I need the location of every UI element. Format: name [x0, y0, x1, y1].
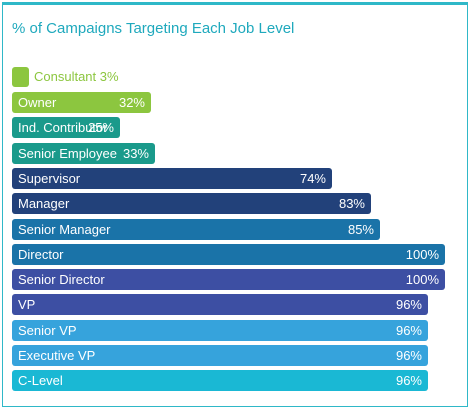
bar-label: Senior VP [18, 323, 77, 338]
bar-value-label: 85% [347, 222, 374, 237]
bar-value-label: 96% [395, 297, 422, 312]
bar-senior-vp: Senior VP 96% [12, 320, 428, 341]
bar-label: Supervisor [18, 171, 81, 186]
bar-label: C-Level [18, 373, 63, 388]
bar-label: Director [18, 247, 64, 262]
bar-value-label: 96% [395, 323, 422, 338]
bar-label: Executive VP [18, 348, 96, 363]
bar-senior-employee: Senior Employee 33% [12, 143, 155, 164]
bar-value-label: 100% [405, 247, 439, 262]
bar-value-label: 100% [405, 272, 439, 287]
chart-title: % of Campaigns Targeting Each Job Level [12, 20, 295, 37]
bar-ind-contributor: Ind. Contributor 25% [12, 117, 120, 138]
bar-label: Senior Director [18, 272, 105, 287]
bar-label: VP [18, 297, 36, 312]
bar-value-label: 96% [395, 373, 422, 388]
bar-value-label: 96% [395, 348, 422, 363]
bar-value-label: 83% [338, 196, 365, 211]
bar-label: Owner [18, 95, 57, 110]
legend-category: Consultant [34, 69, 97, 84]
bar-senior-manager: Senior Manager 85% [12, 219, 380, 240]
bar-executive-vp: Executive VP 96% [12, 345, 428, 366]
legend-label-consultant: Consultant 3% [34, 69, 119, 84]
bar-label: Senior Employee [18, 146, 117, 161]
bar-c-level: C-Level 96% [12, 370, 428, 391]
bar-value-label: 74% [299, 171, 326, 186]
bar-supervisor: Supervisor 74% [12, 168, 332, 189]
bar-label: Manager [18, 196, 70, 211]
bar-value-label: 32% [118, 95, 145, 110]
bar-owner: Owner 32% [12, 92, 151, 113]
bar-value-label: 33% [122, 146, 149, 161]
bar-director: Director 100% [12, 244, 445, 265]
legend-value: 3% [99, 69, 119, 84]
bar-label: Senior Manager [18, 222, 111, 237]
bar-label: Ind. Contributor [18, 120, 108, 135]
bar-vp: VP 96% [12, 294, 428, 315]
bar-value-label: 25% [87, 120, 114, 135]
bar-manager: Manager 83% [12, 193, 371, 214]
bar-senior-director: Senior Director 100% [12, 269, 445, 290]
legend-swatch-consultant [12, 67, 29, 87]
